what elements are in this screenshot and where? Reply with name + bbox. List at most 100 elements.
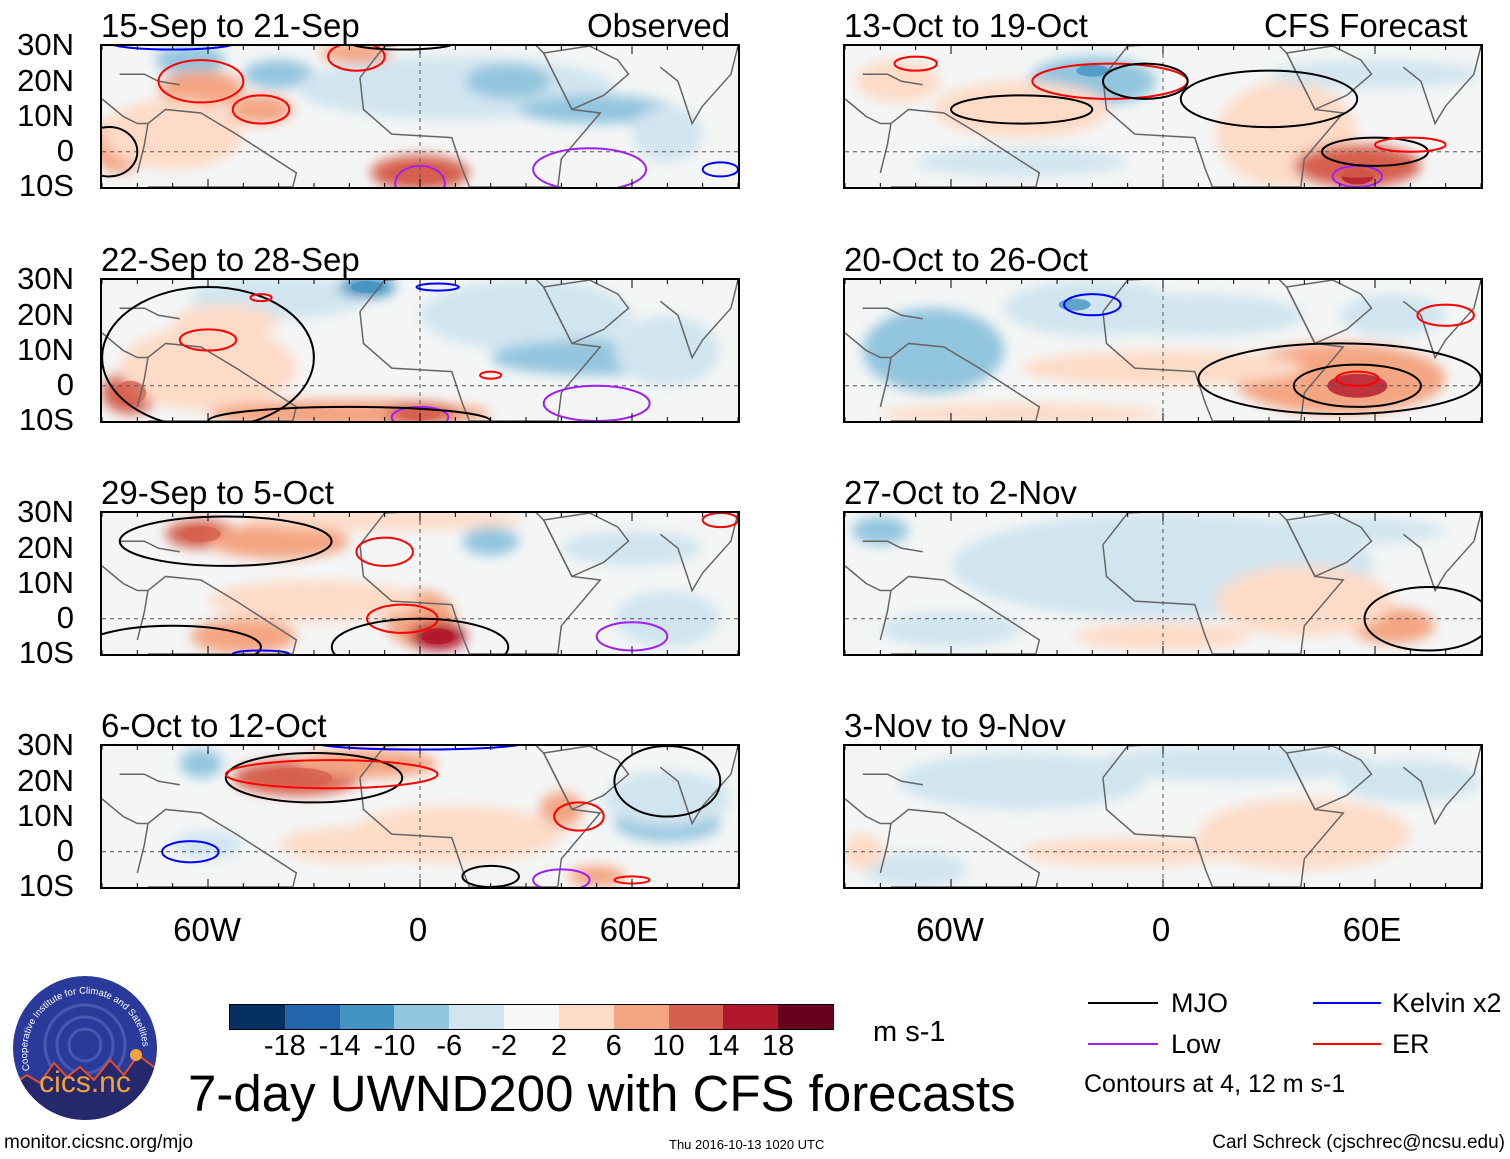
er-legend-label: ER [1392,1029,1430,1059]
wind-anomaly-region [243,60,314,89]
coastline [1285,513,1373,578]
contour-line [327,46,386,72]
lat-label: 20N [17,763,74,798]
er-legend-line [1313,1043,1381,1045]
colorbar [229,1004,834,1030]
contour-line [249,293,273,303]
coastline [542,746,630,811]
coastline [879,342,1041,421]
contour-line [893,55,938,72]
wind-anomaly-region [1092,746,1375,782]
wind-anomaly-region [862,308,1004,393]
lat-label: 0 [56,600,74,635]
wind-anomaly-region [1216,565,1393,637]
cics-logo: Cooperative Institute for Climate and Sa… [12,975,158,1121]
contour-line [415,282,460,292]
colorbar-label: -10 [373,1030,416,1062]
contour-line [1374,136,1447,153]
contour-line [950,94,1094,125]
coastline [1402,746,1481,826]
wind-anomaly-region [898,753,1146,810]
contours-note: Contours at 4, 12 m s-1 [1084,1070,1346,1098]
colorbar-label: -18 [263,1030,306,1062]
colorbar-label: 2 [550,1030,567,1062]
colorbar-box [394,1005,451,1029]
coastline [359,46,602,187]
coastline [845,98,891,125]
contour-line [118,515,333,567]
wind-anomaly-region [862,851,969,887]
wind-anomaly-region [462,527,519,556]
source-url: monitor.cicsnc.org/mjo [4,1132,194,1153]
coastline [542,513,630,578]
map-panel [843,278,1483,423]
contour-line [1363,585,1481,652]
coastline [1102,46,1345,187]
contour-line [330,617,510,654]
wind-anomaly-region [933,81,1110,138]
contour-line [231,94,291,125]
contour-line [1101,62,1189,100]
coastline [862,540,923,553]
colorbar-label: -2 [491,1030,517,1062]
coastline [542,46,630,111]
colorbar-box [668,1005,725,1029]
contour-line [355,536,414,567]
colorbar-box [230,1005,286,1029]
lat-label: 10N [17,565,74,600]
colorbar-label: 6 [605,1030,622,1062]
coastline [1285,746,1373,811]
observed-label: Observed [587,7,731,44]
coastline [659,746,738,826]
panel-title: 27-Oct to 2-Nov [844,474,1077,511]
lat-label: 0 [56,133,74,168]
coastline [102,565,148,592]
kelvin-legend-line [1313,1002,1381,1004]
coastline [1102,280,1345,421]
colorbar-box [449,1005,506,1029]
wind-anomaly-region [568,865,625,887]
mjo-legend-label: MJO [1171,988,1228,1018]
contour-line [701,161,738,178]
map-panel [843,511,1483,656]
wind-anomaly-region [1092,294,1305,337]
coastline [659,46,738,126]
contour-line [532,868,591,887]
colorbar-label: 14 [707,1030,740,1062]
wind-anomaly-core [180,526,221,543]
contour-line [553,801,605,832]
coastline [862,307,923,320]
wind-anomaly-region [119,325,297,411]
contour-line [390,405,450,421]
coastline [845,565,891,592]
colorbar-label: 10 [652,1030,685,1062]
author: Carl Schreck (cjschrec@ncsu.edu) [1212,1132,1505,1153]
wind-anomaly-region [172,830,244,859]
wind-anomaly-region [519,95,675,124]
coastline [542,280,630,345]
coastline [1285,46,1373,111]
wind-anomaly-core [1058,298,1091,311]
panel-title: 6-Oct to 12-Oct [101,707,327,744]
map-panel [100,278,740,423]
wind-anomaly-region [852,516,909,545]
colorbar-box [558,1005,615,1029]
lat-label: 0 [56,367,74,402]
contour-line [701,513,738,529]
wind-anomaly-core [351,281,383,294]
coastline [845,798,891,825]
wind-anomaly-region [172,304,279,340]
wind-anomaly-region [229,95,293,124]
lat-label: 10S [18,402,74,437]
contour-line [1179,69,1359,129]
contour-line [161,840,220,864]
coastline [102,98,148,125]
logo-text: cics.nc [39,1066,131,1099]
lat-label: 30N [17,727,74,762]
coastline [1402,46,1481,126]
lat-label: 0 [56,833,74,868]
panel-title: 15-Sep to 21-Sep [101,7,360,44]
lat-label: 30N [17,261,74,296]
lon-label-0-right: 0 [1151,911,1171,948]
